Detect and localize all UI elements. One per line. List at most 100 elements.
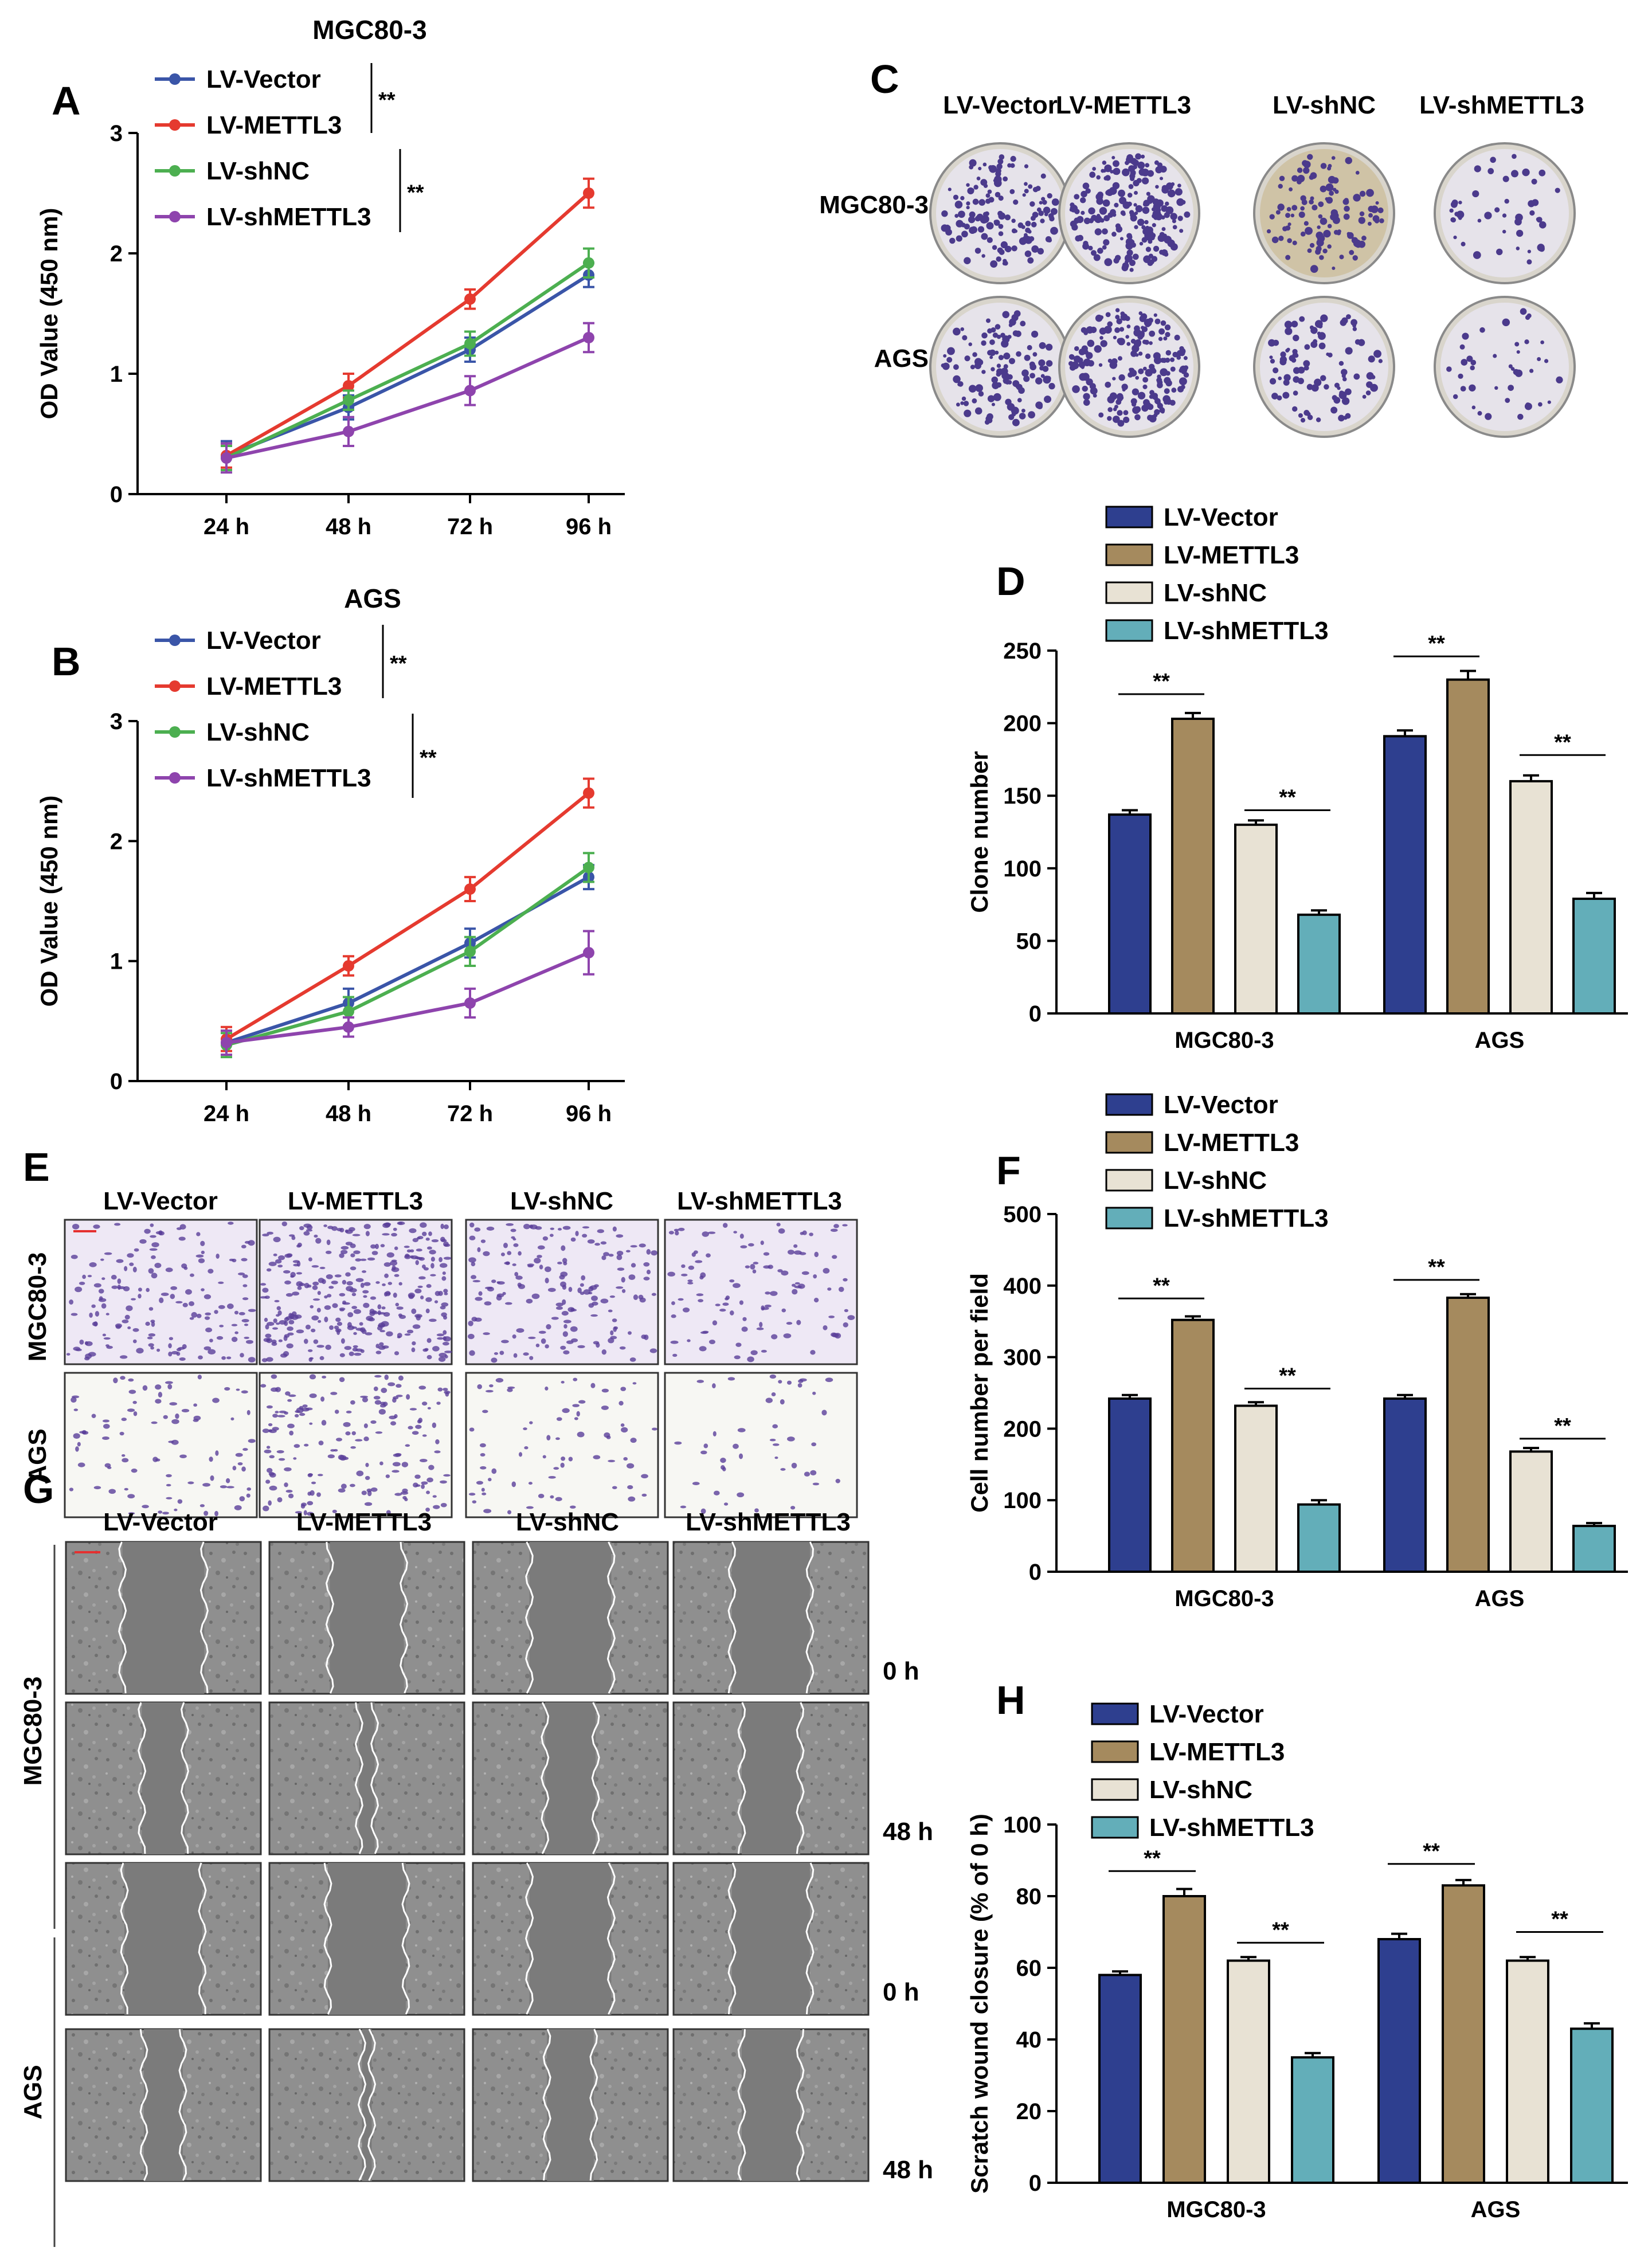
migrated-cell xyxy=(687,1279,693,1282)
bar-lv-shnc xyxy=(1234,1404,1278,1573)
migrated-cell xyxy=(675,1231,679,1236)
migrated-cell xyxy=(370,1296,377,1300)
colony xyxy=(1164,400,1169,405)
migrated-cell xyxy=(483,1509,492,1513)
migrated-cell xyxy=(632,1382,637,1385)
migrated-cell xyxy=(495,1378,504,1383)
colony xyxy=(974,407,982,415)
colony xyxy=(1309,325,1314,330)
migrated-cell xyxy=(283,1270,291,1274)
migrated-cell xyxy=(747,1243,754,1247)
migrated-cell xyxy=(303,1510,307,1516)
migrated-cell xyxy=(504,1262,510,1265)
colony xyxy=(1522,169,1530,177)
migrated-cell xyxy=(797,1383,802,1388)
wound-gap xyxy=(545,1702,596,1854)
migrated-cell xyxy=(510,1228,516,1232)
legend-swatch-lv-shnc xyxy=(1105,581,1153,604)
colony xyxy=(1322,248,1328,254)
colony xyxy=(1135,153,1142,160)
data-point-lv-mettl3 xyxy=(583,187,594,199)
wound-gap xyxy=(742,2029,800,2181)
migrated-cell xyxy=(619,1346,626,1350)
migrated-cell xyxy=(324,1305,331,1310)
colony xyxy=(1181,199,1186,205)
migrated-cell xyxy=(411,1347,416,1353)
migrated-cell xyxy=(379,1461,383,1466)
migrated-cell xyxy=(391,1232,397,1237)
legend-label-lv-shnc: LV-shNC xyxy=(1164,1166,1267,1195)
colony xyxy=(1502,175,1509,182)
migrated-cell xyxy=(507,1386,515,1389)
legend-label-lv-vector: LV-Vector xyxy=(1164,1091,1278,1119)
colony xyxy=(1112,160,1119,167)
colony xyxy=(1074,346,1079,351)
wound-edge-line xyxy=(542,2029,551,2181)
colony xyxy=(1556,376,1563,383)
migrated-cell xyxy=(612,1318,617,1322)
migrated-cell xyxy=(321,1420,327,1426)
colony xyxy=(1011,218,1016,224)
colony xyxy=(1038,359,1046,367)
colony xyxy=(1516,229,1524,237)
migrated-cell xyxy=(296,1329,304,1334)
migrated-cell xyxy=(810,1350,816,1355)
colony xyxy=(1538,402,1543,407)
legend-label-lv-vector: LV-Vector xyxy=(206,627,321,655)
migrated-cell xyxy=(420,1295,424,1299)
wound-edge-line xyxy=(541,1702,550,1854)
migrated-cell xyxy=(593,1455,601,1459)
migrated-cell xyxy=(696,1293,704,1297)
colony xyxy=(1339,255,1344,260)
colony xyxy=(1164,324,1171,331)
colony xyxy=(1145,353,1151,359)
colony xyxy=(1109,392,1118,400)
colony xyxy=(996,382,1002,388)
colony xyxy=(1032,212,1039,218)
col-header-lv-shnc: LV-shNC xyxy=(510,1187,613,1215)
migrated-cell xyxy=(699,1346,707,1352)
col-header-lv-shmettl3: LV-shMETTL3 xyxy=(686,1508,851,1536)
migrated-cell xyxy=(436,1401,441,1405)
migrated-cell xyxy=(293,1444,300,1448)
migrated-cell xyxy=(433,1505,440,1509)
migrated-cell xyxy=(409,1228,417,1234)
migrated-cell xyxy=(566,1340,574,1344)
colony xyxy=(1179,229,1184,233)
colony xyxy=(1278,236,1284,241)
migrated-cell xyxy=(276,1314,280,1317)
migrated-cell xyxy=(399,1314,406,1320)
migrated-cell xyxy=(307,1349,313,1352)
migrated-cell xyxy=(769,1374,777,1379)
migrated-cell xyxy=(529,1356,534,1360)
migrated-cell xyxy=(425,1297,432,1302)
colony xyxy=(1291,358,1297,363)
migrated-cell xyxy=(200,1240,205,1247)
migrated-cell xyxy=(646,1269,651,1275)
colony xyxy=(1048,383,1055,390)
migrated-cell xyxy=(347,1322,352,1328)
colony xyxy=(1461,241,1466,246)
colony xyxy=(1141,154,1145,159)
migrated-cell xyxy=(291,1235,296,1240)
colony xyxy=(987,189,992,194)
migrated-cell xyxy=(491,1357,498,1363)
migrated-cell xyxy=(547,1287,556,1292)
migrated-cell xyxy=(189,1317,194,1320)
colony xyxy=(991,367,995,371)
migrated-cell xyxy=(242,1284,248,1287)
colony xyxy=(1157,379,1163,386)
colony xyxy=(1105,312,1111,318)
migrated-cell xyxy=(753,1262,759,1264)
migrated-cell xyxy=(695,1260,703,1263)
migrated-cell xyxy=(577,1287,582,1294)
bar-lv-shnc xyxy=(1227,1959,1270,2184)
colony xyxy=(953,327,961,336)
colony xyxy=(1102,228,1108,235)
migrated-cell xyxy=(142,1505,149,1509)
migrated-cell xyxy=(267,1322,275,1326)
migrated-cell xyxy=(100,1258,104,1261)
migrated-cell xyxy=(262,1428,269,1433)
col-header-lv-shmettl3: LV-shMETTL3 xyxy=(1419,91,1584,119)
migrated-cell xyxy=(417,1285,423,1288)
